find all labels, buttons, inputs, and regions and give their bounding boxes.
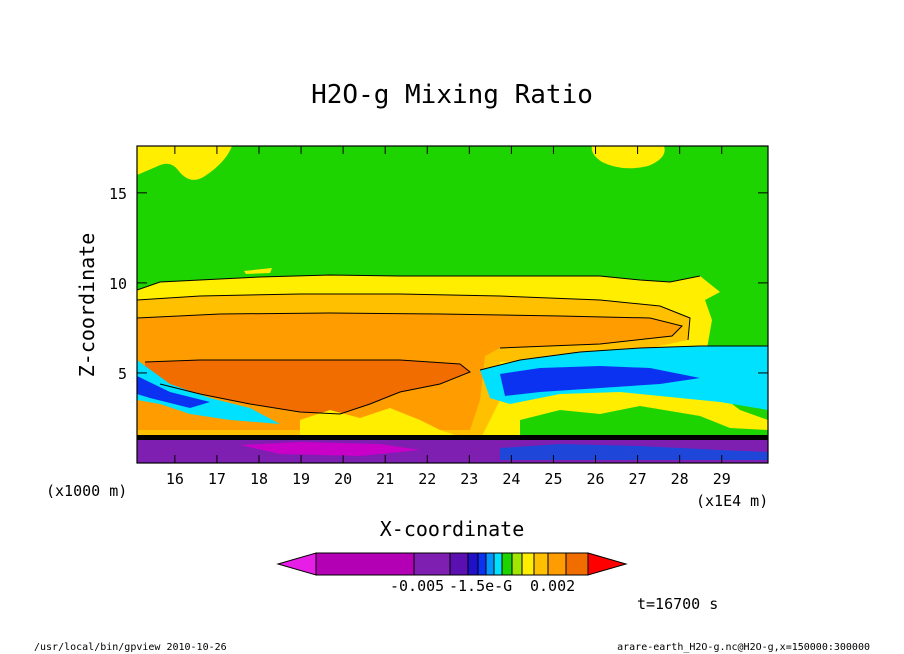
time-label: t=16700 s: [637, 595, 718, 613]
chart-title: H2O-g Mixing Ratio: [311, 80, 593, 110]
left-blue-tongue: [137, 376, 210, 408]
contour-field: [137, 146, 768, 463]
x-tick-label: 24: [502, 470, 520, 488]
blue-band: [500, 366, 700, 396]
y-tick-label: 15: [109, 185, 127, 203]
x-tick-label: 23: [460, 470, 478, 488]
x-tick-label: 16: [166, 470, 184, 488]
x-tick-label: 20: [334, 470, 352, 488]
y-unit-label: (x1000 m): [46, 482, 127, 500]
x-tick-label: 27: [629, 470, 647, 488]
colorbar: -0.005 -1.5e-G 0.002: [276, 552, 628, 595]
y-axis: 5 10 15: [109, 185, 768, 383]
y-axis-label: Z-coordinate: [75, 233, 99, 378]
x-tick-label: 21: [376, 470, 394, 488]
y-tick-label: 10: [109, 275, 127, 293]
x-tick-label: 28: [671, 470, 689, 488]
x-tick-label: 26: [586, 470, 604, 488]
x-tick-label: 18: [250, 470, 268, 488]
x-axis-label: X-coordinate: [380, 517, 525, 541]
colorbar-right-arrow: [587, 552, 628, 576]
x-axis: 16 17 18 19 20 21 22 23 24 25 26 27 28 29: [166, 146, 731, 488]
colorbar-left-arrow: [276, 552, 317, 576]
left-cyan-tongue: [137, 360, 280, 424]
colorbar-label: 0.002: [530, 577, 575, 595]
top-left-yellow-region: [137, 146, 232, 180]
x-tick-label: 29: [713, 470, 731, 488]
plot-frame: [136, 145, 769, 464]
dark-orange-core: [145, 360, 470, 414]
x-tick-label: 19: [292, 470, 310, 488]
top-right-yellow-region: [591, 146, 665, 169]
colorbar-label: -0.005: [390, 577, 444, 595]
colorbar-label: -1.5e-G: [449, 577, 512, 595]
x-tick-label: 22: [418, 470, 436, 488]
footer-right: arare-earth_H2O-g.nc@H2O-g,x=150000:3000…: [617, 642, 870, 653]
footer-left: /usr/local/bin/gpview 2010-10-26: [34, 642, 227, 653]
y-tick-label: 5: [118, 365, 127, 383]
x-tick-label: 25: [544, 470, 562, 488]
x-tick-label: 17: [208, 470, 226, 488]
x-unit-label: (x1E4 m): [696, 492, 768, 510]
